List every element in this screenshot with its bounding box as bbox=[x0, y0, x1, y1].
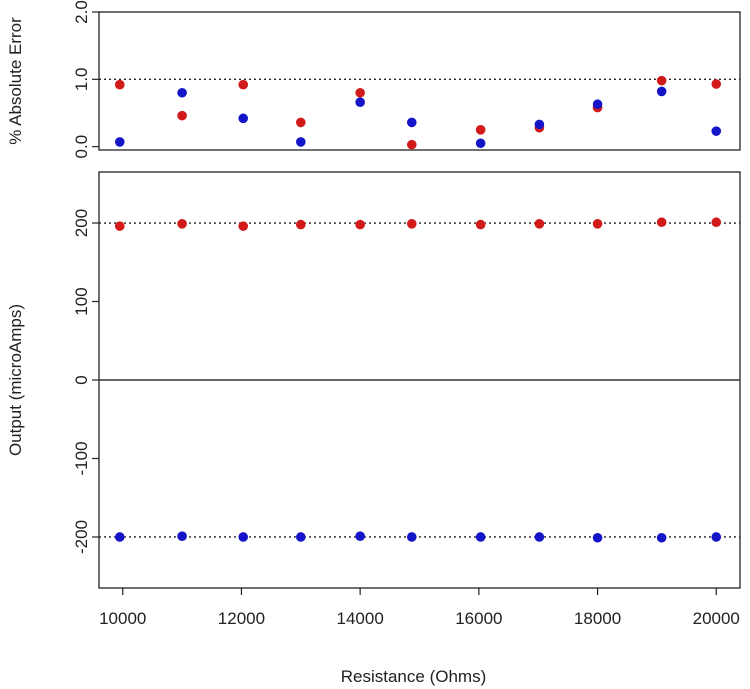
data-point-1-2-7 bbox=[475, 138, 486, 149]
data-point-1-1-5 bbox=[355, 87, 365, 98]
x-tick-label: 14000 bbox=[337, 609, 384, 628]
data-point-1-2-5 bbox=[355, 97, 365, 108]
x-tick-label: 20000 bbox=[693, 609, 740, 628]
data-point-2-1-8 bbox=[534, 219, 545, 229]
data-point-2-2-11 bbox=[711, 532, 722, 542]
data-point-1-2-1 bbox=[114, 137, 125, 147]
data-point-2-2-7 bbox=[475, 532, 486, 542]
data-point-1-2-6 bbox=[406, 117, 417, 128]
data-point-2-2-10 bbox=[656, 532, 667, 543]
data-point-1-2-8 bbox=[534, 119, 545, 130]
data-point-1-1-4 bbox=[295, 117, 306, 128]
x-tick-label: 18000 bbox=[574, 609, 621, 628]
data-point-1-1-7 bbox=[475, 125, 486, 135]
data-point-2-1-2 bbox=[177, 219, 187, 229]
data-point-1-2-4 bbox=[295, 137, 306, 147]
y-tick-label: 2.0 bbox=[72, 0, 91, 24]
data-point-2-2-2 bbox=[177, 531, 187, 541]
x-tick-label: 12000 bbox=[218, 609, 265, 628]
data-point-1-1-11 bbox=[711, 79, 722, 89]
data-point-2-1-1 bbox=[114, 221, 125, 231]
data-point-2-1-9 bbox=[592, 219, 603, 229]
y-tick-label: 0.0 bbox=[72, 135, 91, 159]
y-tick-label: -100 bbox=[72, 441, 91, 475]
data-point-2-1-11 bbox=[711, 217, 722, 228]
y-tick-label: 100 bbox=[72, 287, 91, 315]
data-point-2-1-3 bbox=[238, 221, 249, 231]
y-axis-title: % Absolute Error bbox=[6, 17, 25, 145]
data-point-1-2-3 bbox=[238, 113, 249, 124]
data-point-2-1-4 bbox=[295, 219, 306, 230]
data-point-2-2-4 bbox=[295, 532, 306, 542]
data-point-1-2-11 bbox=[711, 126, 722, 136]
y-tick-label: 1.0 bbox=[72, 67, 91, 91]
data-point-2-2-5 bbox=[355, 531, 365, 541]
data-point-1-1-1 bbox=[114, 79, 125, 90]
plot-frame-1 bbox=[98, 11, 741, 151]
data-point-2-2-6 bbox=[406, 532, 417, 542]
y-tick-label: -200 bbox=[72, 520, 91, 554]
data-point-1-1-6 bbox=[406, 139, 417, 150]
data-point-2-2-8 bbox=[534, 532, 545, 542]
data-point-1-1-10 bbox=[656, 75, 667, 86]
data-point-1-2-9 bbox=[592, 99, 603, 110]
data-point-2-2-9 bbox=[592, 532, 603, 543]
y-tick-label: 200 bbox=[72, 209, 91, 237]
data-point-1-2-10 bbox=[656, 86, 667, 97]
data-point-1-1-3 bbox=[238, 79, 249, 90]
data-point-1-2-2 bbox=[177, 87, 187, 98]
data-point-2-1-10 bbox=[656, 217, 667, 228]
data-point-2-2-3 bbox=[238, 532, 249, 542]
x-tick-label: 10000 bbox=[99, 609, 146, 628]
data-point-2-1-7 bbox=[475, 219, 486, 230]
y-tick-label: 0 bbox=[72, 375, 91, 384]
x-tick-label: 16000 bbox=[455, 609, 502, 628]
data-point-2-1-5 bbox=[355, 219, 365, 230]
y-axis-title: Output (microAmps) bbox=[6, 304, 25, 456]
x-axis-title: Resistance (Ohms) bbox=[341, 667, 486, 686]
data-point-2-1-6 bbox=[406, 219, 417, 229]
data-point-1-1-2 bbox=[177, 110, 187, 121]
data-point-2-2-1 bbox=[114, 532, 125, 542]
